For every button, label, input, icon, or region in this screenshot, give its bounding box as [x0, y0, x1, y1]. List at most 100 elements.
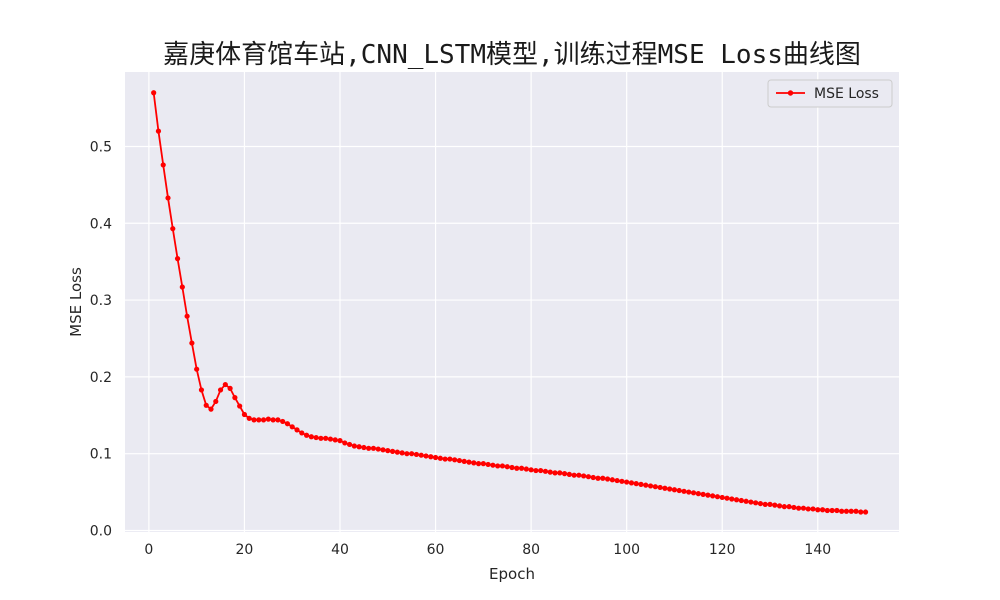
data-point	[442, 456, 448, 462]
data-point	[227, 385, 233, 391]
data-point	[499, 463, 506, 469]
data-point	[346, 441, 353, 448]
x-tick-label: 0	[144, 542, 153, 558]
data-point	[681, 488, 687, 494]
data-point	[671, 487, 678, 493]
x-tick-label: 40	[331, 542, 349, 558]
data-point	[753, 500, 759, 506]
x-axis-label: Epoch	[489, 565, 535, 583]
data-point	[600, 475, 606, 481]
data-point	[394, 449, 400, 455]
data-point	[327, 436, 334, 442]
data-point	[561, 471, 568, 477]
data-point	[738, 497, 744, 504]
plot-area	[125, 72, 899, 532]
x-tick-label: 100	[613, 542, 640, 558]
data-point	[179, 284, 185, 290]
data-point	[824, 507, 830, 514]
data-point	[270, 417, 276, 423]
data-point	[275, 417, 281, 423]
data-point	[729, 496, 735, 502]
data-point	[733, 497, 740, 503]
data-point	[557, 470, 563, 476]
y-tick-label: 0.0	[90, 523, 112, 539]
data-point	[695, 491, 701, 497]
data-point	[819, 507, 826, 513]
data-point	[767, 501, 773, 507]
data-point	[628, 480, 635, 486]
y-tick-label: 0.1	[90, 447, 112, 463]
data-point	[289, 424, 295, 430]
data-point	[810, 506, 816, 512]
data-point	[194, 366, 200, 372]
data-point	[332, 437, 338, 443]
data-point	[724, 495, 730, 501]
data-point	[452, 457, 458, 463]
data-point	[719, 494, 725, 501]
data-point	[256, 417, 262, 423]
data-point	[667, 486, 673, 492]
data-point	[170, 226, 176, 232]
data-point	[800, 505, 807, 511]
data-point	[619, 478, 625, 484]
x-tick-label: 140	[804, 542, 831, 558]
data-point	[485, 461, 491, 468]
x-tick-label: 20	[236, 542, 254, 558]
data-point	[490, 462, 496, 468]
data-point	[361, 444, 367, 451]
data-point	[160, 162, 166, 168]
data-point	[710, 493, 716, 499]
data-point	[848, 508, 854, 514]
data-point	[705, 492, 711, 498]
data-point	[456, 457, 463, 464]
data-point	[413, 451, 420, 458]
data-point	[260, 417, 267, 423]
data-point	[690, 490, 697, 496]
data-point	[337, 438, 343, 444]
y-tick-label: 0.2	[90, 370, 112, 386]
y-tick-labels: 0.0 0.1 0.2 0.3 0.4 0.5	[90, 139, 112, 539]
data-point	[299, 430, 305, 436]
data-point	[303, 432, 310, 438]
data-point	[776, 503, 783, 509]
data-point	[437, 455, 443, 461]
data-point	[604, 476, 611, 482]
data-point	[514, 465, 520, 471]
data-point	[834, 507, 840, 514]
data-point	[533, 467, 539, 474]
data-point	[318, 435, 324, 441]
data-point	[237, 403, 243, 409]
data-point	[509, 464, 515, 471]
data-point	[839, 508, 845, 514]
data-point	[786, 504, 792, 510]
data-point	[294, 427, 300, 433]
data-point	[762, 501, 768, 507]
data-point	[676, 487, 682, 494]
data-point	[633, 481, 639, 487]
data-point	[241, 411, 248, 418]
data-point	[657, 484, 663, 491]
chart-title: 嘉庚体育馆车站,CNN_LSTM模型,训练过程MSE Loss曲线图	[163, 40, 861, 70]
y-axis-label: MSE Loss	[67, 267, 85, 337]
data-point	[714, 494, 721, 500]
data-point	[466, 459, 472, 465]
data-point	[748, 499, 754, 505]
data-point	[495, 463, 501, 469]
data-point	[643, 482, 649, 488]
x-tick-label: 80	[522, 542, 540, 558]
data-point	[423, 453, 429, 459]
data-point	[351, 443, 357, 449]
data-point	[624, 479, 630, 485]
data-point	[662, 485, 668, 491]
data-point	[791, 504, 797, 511]
data-point	[203, 402, 209, 408]
data-point	[265, 416, 271, 422]
data-point	[198, 387, 205, 393]
data-point	[480, 461, 486, 467]
data-point	[581, 473, 587, 479]
data-point	[652, 484, 658, 490]
data-point	[428, 454, 434, 460]
grid-lines	[125, 72, 899, 532]
data-point	[251, 417, 257, 423]
